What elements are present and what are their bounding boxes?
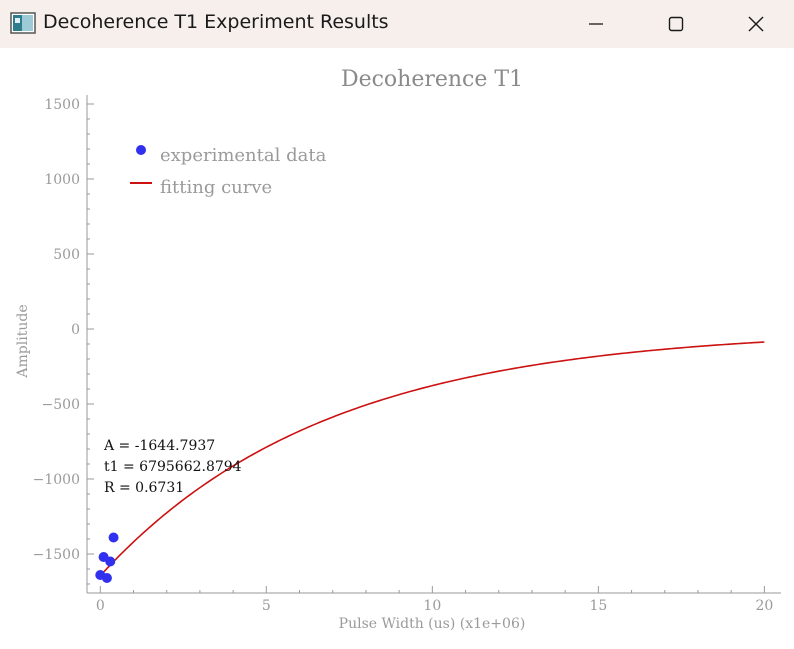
maximize-button[interactable] [646, 0, 706, 48]
x-tick-label: 10 [423, 598, 441, 614]
chart-app-icon [10, 12, 36, 34]
window-title: Decoherence T1 Experiment Results [43, 11, 389, 33]
points-layer [95, 532, 119, 583]
data-point [108, 532, 119, 543]
y-tick-label: 0 [71, 322, 80, 338]
legend-label-fit: fitting curve [160, 177, 272, 198]
y-tick-label: −1500 [33, 547, 80, 563]
close-button[interactable] [726, 0, 786, 48]
annotation-line: R = 0.6731 [104, 480, 184, 496]
legend-label-experimental: experimental data [160, 145, 327, 166]
x-axis-label: Pulse Width (us) (x1e+06) [339, 616, 526, 632]
y-tick-label: −1000 [33, 472, 80, 488]
x-tick-label: 15 [589, 598, 607, 614]
data-point [105, 556, 116, 567]
legend-marker-experimental [136, 145, 146, 155]
fit-annotation: A = -1644.7937 t1 = 6795662.8794 R = 0.673… [103, 438, 242, 496]
y-axis-label: Amplitude [15, 304, 31, 378]
maximize-icon [668, 16, 684, 32]
annotation-line: A = -1644.7937 [103, 438, 215, 454]
x-tick-label: 5 [262, 598, 271, 614]
data-point [101, 573, 112, 583]
title-bar[interactable]: Decoherence T1 Experiment Results [0, 0, 794, 48]
annotation-line: t1 = 6795662.8794 [104, 459, 242, 475]
chart-title: Decoherence T1 [341, 67, 523, 92]
x-tick-label: 20 [755, 598, 773, 614]
y-tick-label: −500 [42, 397, 80, 413]
t1-chart: Decoherence T1 −1500−1000−50005001000150… [15, 67, 781, 632]
plot-area: Decoherence T1 −1500 −1000 −500 0 500 1000 150… [0, 48, 794, 645]
minimize-button[interactable] [566, 0, 626, 48]
legend: experimental data fitting curve [130, 145, 327, 198]
y-tick-label: 1000 [44, 172, 80, 188]
minimize-icon [589, 23, 603, 25]
y-tick-label: 1500 [44, 97, 80, 113]
fit-layer [99, 341, 765, 577]
x-tick-label: 0 [96, 598, 105, 614]
axes: −1500 −1000 −500 0 500 1000 1500 0 5 10 15 20 [33, 95, 781, 614]
y-tick-label: 500 [53, 247, 80, 263]
fitting-curve-line [99, 341, 765, 577]
close-icon [748, 16, 764, 32]
